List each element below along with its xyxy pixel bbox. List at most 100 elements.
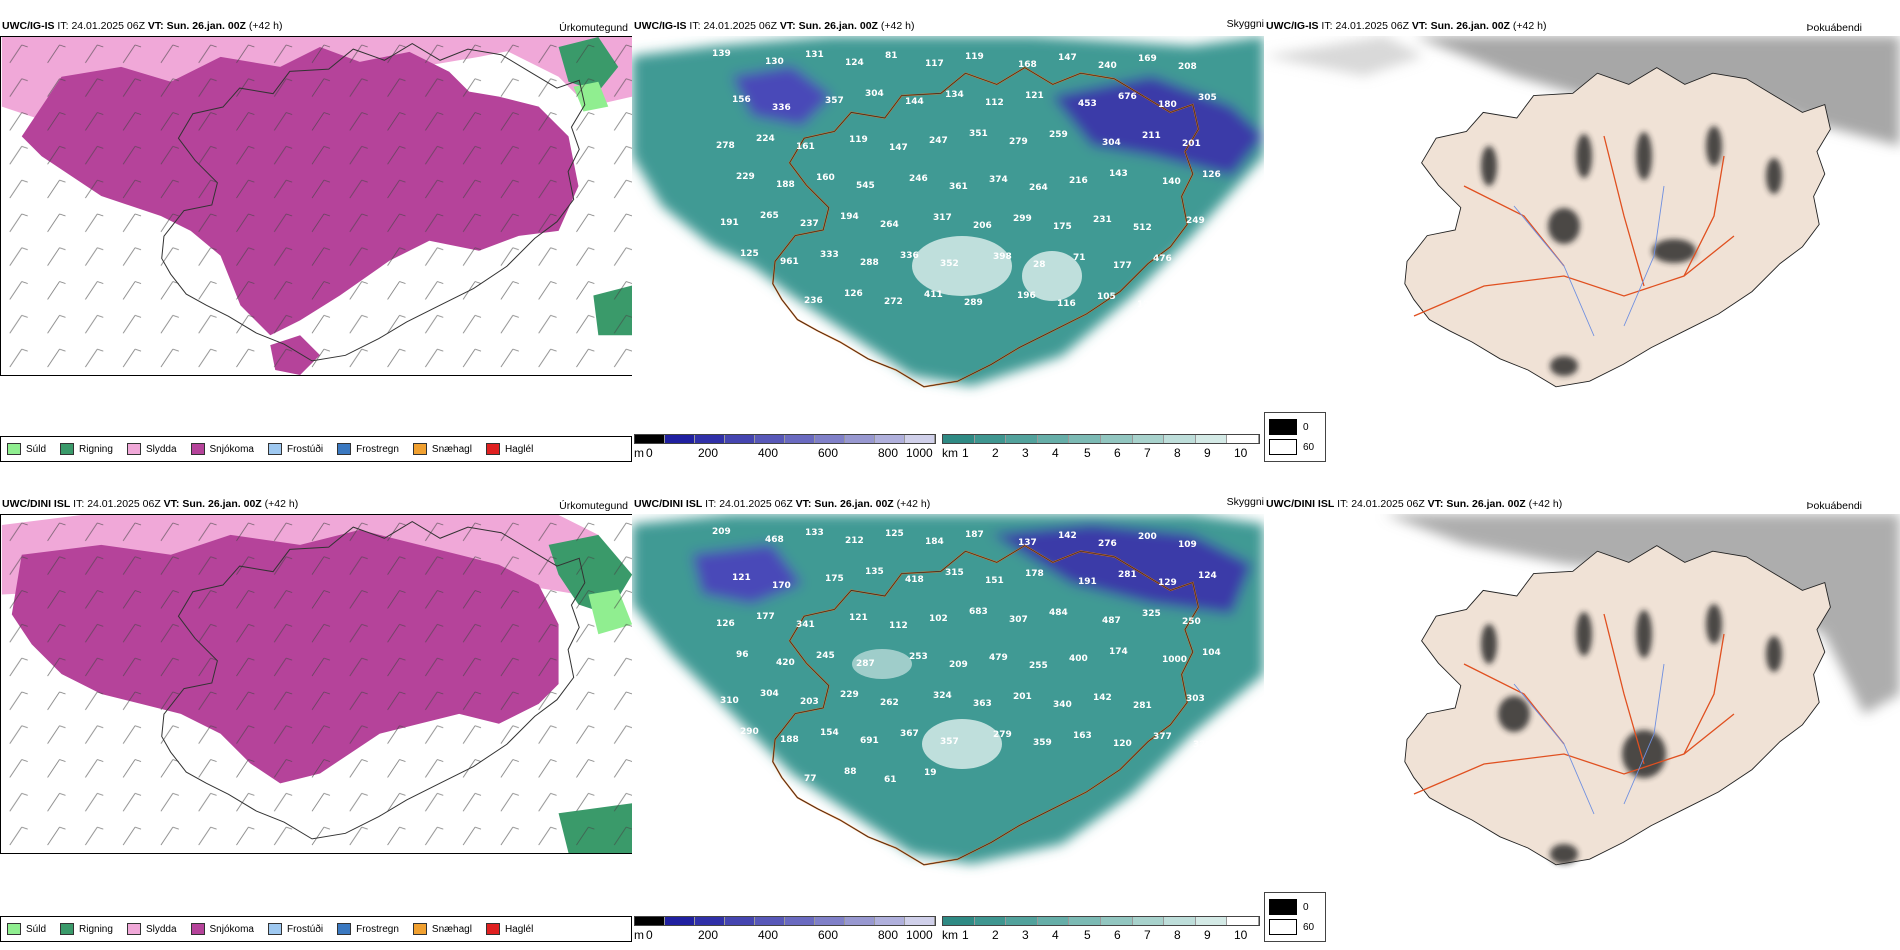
cbar-unit: km	[942, 928, 958, 942]
visibility-value: 187	[965, 530, 984, 540]
legend-item: Slydda	[126, 443, 177, 455]
visibility-value: 322	[1193, 740, 1212, 750]
fog-panel-bottom: UWC/DINI ISL IT: 24.01.2025 06Z VT: Sun.…	[1264, 492, 1900, 950]
legend-item: Snjókoma	[190, 923, 254, 935]
visibility-value: 961	[780, 257, 799, 267]
visibility-value: 129	[1158, 578, 1177, 588]
visibility-value: 103	[764, 781, 783, 791]
cbar-tick: 200	[698, 446, 719, 460]
visibility-value: 276	[1098, 539, 1117, 549]
visibility-value: 453	[1078, 99, 1097, 109]
visibility-value: 209	[712, 527, 731, 537]
visibility-value: 121	[732, 573, 751, 583]
cbar-unit: km	[942, 446, 958, 460]
visibility-value: 130	[765, 57, 784, 67]
legend-item: Súld	[7, 923, 46, 935]
visibility-value: 325	[1142, 609, 1161, 619]
visibility-value: 120	[1113, 739, 1132, 749]
visibility-value: 236	[804, 296, 823, 306]
visibility-value: 224	[756, 134, 775, 144]
visibility-value: 278	[716, 141, 735, 151]
legend-item: Rigning	[60, 923, 113, 935]
visibility-value: 264	[1029, 183, 1048, 193]
visibility-value: 196	[1017, 291, 1036, 301]
precip-legend: Súld Rigning Slydda Snjókoma Frostúði Fr…	[0, 436, 632, 462]
visibility-value: 400	[1069, 654, 1088, 664]
visibility-value: 81	[885, 51, 898, 61]
visibility-value: 307	[1009, 615, 1028, 625]
visibility-value: 206	[973, 221, 992, 231]
visibility-value: 142	[1058, 531, 1077, 541]
visibility-value: 212	[845, 536, 864, 546]
cbar-tick: 0	[646, 446, 653, 460]
cbar-tick: 6	[1114, 446, 1121, 460]
visibility-value: 231	[1093, 215, 1112, 225]
visibility-value: 124	[1198, 571, 1217, 581]
visibility-value: 420	[776, 658, 795, 668]
cbar-tick: 3	[1022, 446, 1029, 460]
fog-key-low: 0	[1303, 421, 1309, 433]
visibility-value: 304	[865, 89, 884, 99]
panel-header: UWC/IG-IS IT: 24.01.2025 06Z VT: Sun. 26…	[2, 20, 283, 32]
visibility-value: 105	[1097, 292, 1116, 302]
visibility-value: 303	[1186, 694, 1205, 704]
fog-panel-top: UWC/IG-IS IT: 24.01.2025 06Z VT: Sun. 26…	[1264, 14, 1900, 467]
visibility-value: 208	[1178, 62, 1197, 72]
visibility-value: 484	[1049, 608, 1068, 618]
visibility-value: 156	[732, 95, 751, 105]
visibility-value: 341	[796, 620, 815, 630]
cbar-tick: 7	[1144, 928, 1151, 942]
visibility-value: 304	[760, 689, 779, 699]
visibility-value: 363	[973, 699, 992, 709]
visibility-value: 126	[1202, 170, 1221, 180]
visibility-value: 250	[1182, 617, 1201, 627]
visibility-value: 262	[880, 698, 899, 708]
panel-header: UWC/DINI ISL IT: 24.01.2025 06Z VT: Sun.…	[1266, 498, 1563, 510]
visibility-value: 96	[736, 650, 749, 660]
visibility-value: 683	[969, 607, 988, 617]
visibility-value: 131	[805, 50, 824, 60]
legend-item: Frostúði	[267, 923, 323, 935]
cbar-tick: 4	[1052, 446, 1059, 460]
fog-key-high: 60	[1303, 441, 1315, 453]
visibility-value: 124	[845, 58, 864, 68]
visibility-value: 333	[820, 250, 839, 260]
visibility-value: 163	[1073, 731, 1092, 741]
visibility-value: 175	[1053, 222, 1072, 232]
cbar-tick: 1	[962, 446, 969, 460]
colorbar-m: m 0 200 400 600 800 1000	[634, 916, 936, 942]
visibility-value: 468	[765, 535, 784, 545]
legend-item: Snæhagl	[412, 923, 472, 935]
cbar-tick: 200	[698, 928, 719, 942]
visibility-value: 476	[1153, 254, 1172, 264]
visibility-value: 71	[1073, 253, 1086, 263]
visibility-value: 245	[816, 651, 835, 661]
visibility-value: 324	[933, 691, 952, 701]
visibility-value: 304	[1102, 138, 1121, 148]
legend-item: Frostregn	[337, 923, 399, 935]
visibility-value: 249	[1186, 216, 1205, 226]
visibility-value: 305	[1198, 93, 1217, 103]
visibility-value: 126	[844, 289, 863, 299]
visibility-value: 28	[1033, 260, 1046, 270]
visibility-value: 144	[905, 97, 924, 107]
visibility-value: 357	[940, 737, 959, 747]
visibility-value: 272	[884, 297, 903, 307]
visibility-value: 135	[865, 567, 884, 577]
visibility-value: 140	[1162, 177, 1181, 187]
cbar-tick: 800	[878, 446, 899, 460]
fog-map	[1264, 36, 1900, 432]
visibility-value: 203	[800, 697, 819, 707]
visibility-value: 125	[1137, 300, 1156, 310]
legend-item: Frostúði	[267, 443, 323, 455]
visibility-value: 109	[1178, 540, 1197, 550]
panel-title: Þokuábendi	[1806, 22, 1862, 34]
visibility-value: 246	[909, 174, 928, 184]
visibility-value: 154	[820, 728, 839, 738]
panel-title: Úrkomutegund	[559, 22, 628, 34]
visibility-value: 1000	[1162, 655, 1187, 665]
visibility-value: 255	[1029, 661, 1048, 671]
cbar-tick: 600	[818, 928, 839, 942]
visibility-value: 168	[1018, 60, 1037, 70]
visibility-value: 178	[1025, 569, 1044, 579]
